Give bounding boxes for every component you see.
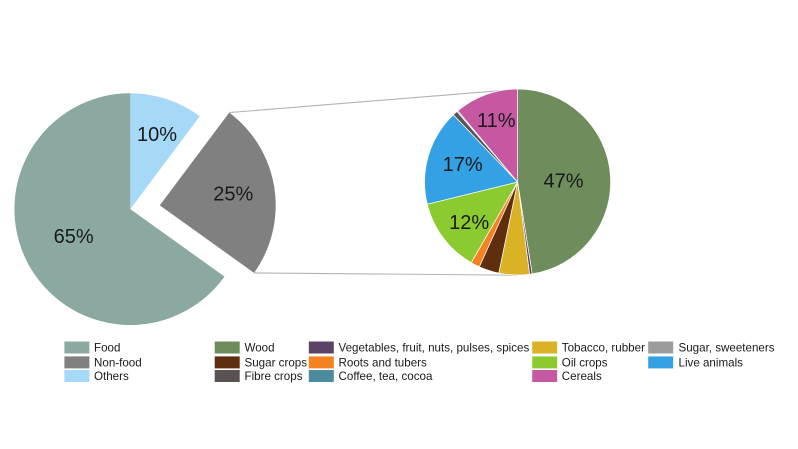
svg-text:Non-food: Non-food bbox=[94, 357, 142, 370]
svg-text:Tobacco, rubber: Tobacco, rubber bbox=[562, 342, 645, 355]
svg-text:Oil crops: Oil crops bbox=[562, 357, 608, 370]
svg-text:Vegetables, fruit, nuts, pulse: Vegetables, fruit, nuts, pulses, spices bbox=[339, 342, 530, 355]
svg-text:Sugar, sweeteners: Sugar, sweeteners bbox=[679, 342, 775, 355]
svg-text:47%: 47% bbox=[543, 170, 583, 192]
svg-text:17%: 17% bbox=[443, 154, 483, 176]
svg-text:Coffee, tea, cocoa: Coffee, tea, cocoa bbox=[339, 370, 433, 383]
svg-text:10%: 10% bbox=[137, 124, 177, 146]
svg-text:12%: 12% bbox=[449, 212, 489, 234]
svg-text:Cereals: Cereals bbox=[562, 370, 602, 383]
svg-text:Others: Others bbox=[94, 370, 129, 383]
svg-text:Food: Food bbox=[94, 342, 120, 355]
svg-text:Fibre crops: Fibre crops bbox=[245, 370, 303, 383]
svg-text:Sugar crops: Sugar crops bbox=[245, 357, 308, 370]
svg-text:65%: 65% bbox=[54, 226, 94, 248]
svg-text:25%: 25% bbox=[213, 183, 253, 205]
svg-text:Roots and tubers: Roots and tubers bbox=[339, 357, 427, 370]
svg-text:11%: 11% bbox=[477, 110, 516, 132]
svg-text:Live animals: Live animals bbox=[679, 357, 744, 370]
svg-text:Wood: Wood bbox=[245, 342, 275, 355]
